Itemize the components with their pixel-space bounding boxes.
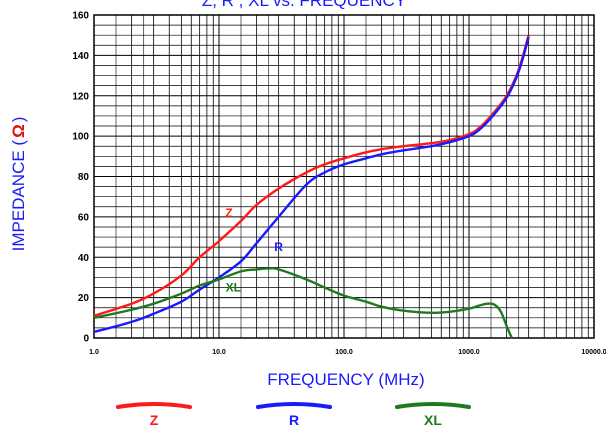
y-axis-unit-open-paren: ( bbox=[9, 140, 28, 146]
x-axis-title: FREQUENCY (MHz) bbox=[267, 370, 424, 389]
y-tick-label: 100 bbox=[72, 132, 89, 143]
y-axis-title: IMPEDANCE ( Ω) bbox=[9, 117, 28, 252]
y-tick-label: 60 bbox=[78, 212, 90, 223]
annotations: Z R XL bbox=[225, 206, 283, 295]
y-axis-unit-close-paren: ) bbox=[9, 117, 28, 123]
series-annotation-z: Z bbox=[225, 206, 232, 220]
y-axis-unit-omega-symbol: Ω bbox=[9, 124, 28, 138]
y-tick-label: 160 bbox=[72, 11, 89, 22]
legend-label-r: R bbox=[289, 412, 299, 426]
chart-title: Z, R , XL vs. FREQUENCY bbox=[202, 0, 406, 10]
legend-label-z: Z bbox=[150, 412, 159, 426]
x-tick-label: 1000.0 bbox=[458, 349, 480, 356]
y-axis-title-text: IMPEDANCE bbox=[9, 150, 28, 251]
series-line-xl bbox=[93, 266, 513, 339]
legend: Z R XL bbox=[116, 402, 471, 426]
series-line-z bbox=[93, 34, 530, 317]
ticks: 0 20 40 60 80 100 120 140 160 1.0 10.0 100.0 1000.0 1… bbox=[72, 11, 606, 357]
legend-swatch-z bbox=[116, 402, 192, 409]
legend-swatch-r bbox=[256, 402, 332, 409]
y-tick-label: 20 bbox=[78, 293, 90, 304]
x-tick-label: 100.0 bbox=[335, 349, 353, 356]
y-tick-label: 0 bbox=[83, 334, 89, 345]
legend-label-xl: XL bbox=[424, 412, 442, 426]
series-line-r bbox=[93, 36, 530, 334]
grid bbox=[93, 14, 595, 339]
x-tick-label: 10.0 bbox=[212, 349, 226, 356]
series-annotation-xl: XL bbox=[226, 281, 241, 295]
y-tick-label: 140 bbox=[72, 51, 89, 62]
legend-swatch-xl bbox=[395, 402, 471, 409]
x-tick-label: 10000.0 bbox=[581, 349, 606, 356]
y-tick-label: 40 bbox=[78, 253, 90, 264]
series-annotation-r: R bbox=[274, 240, 283, 254]
series-layer bbox=[93, 34, 530, 339]
y-tick-label: 80 bbox=[78, 172, 90, 183]
y-tick-label: 120 bbox=[72, 91, 89, 102]
x-tick-label: 1.0 bbox=[89, 349, 99, 356]
plot-frame bbox=[93, 14, 595, 339]
